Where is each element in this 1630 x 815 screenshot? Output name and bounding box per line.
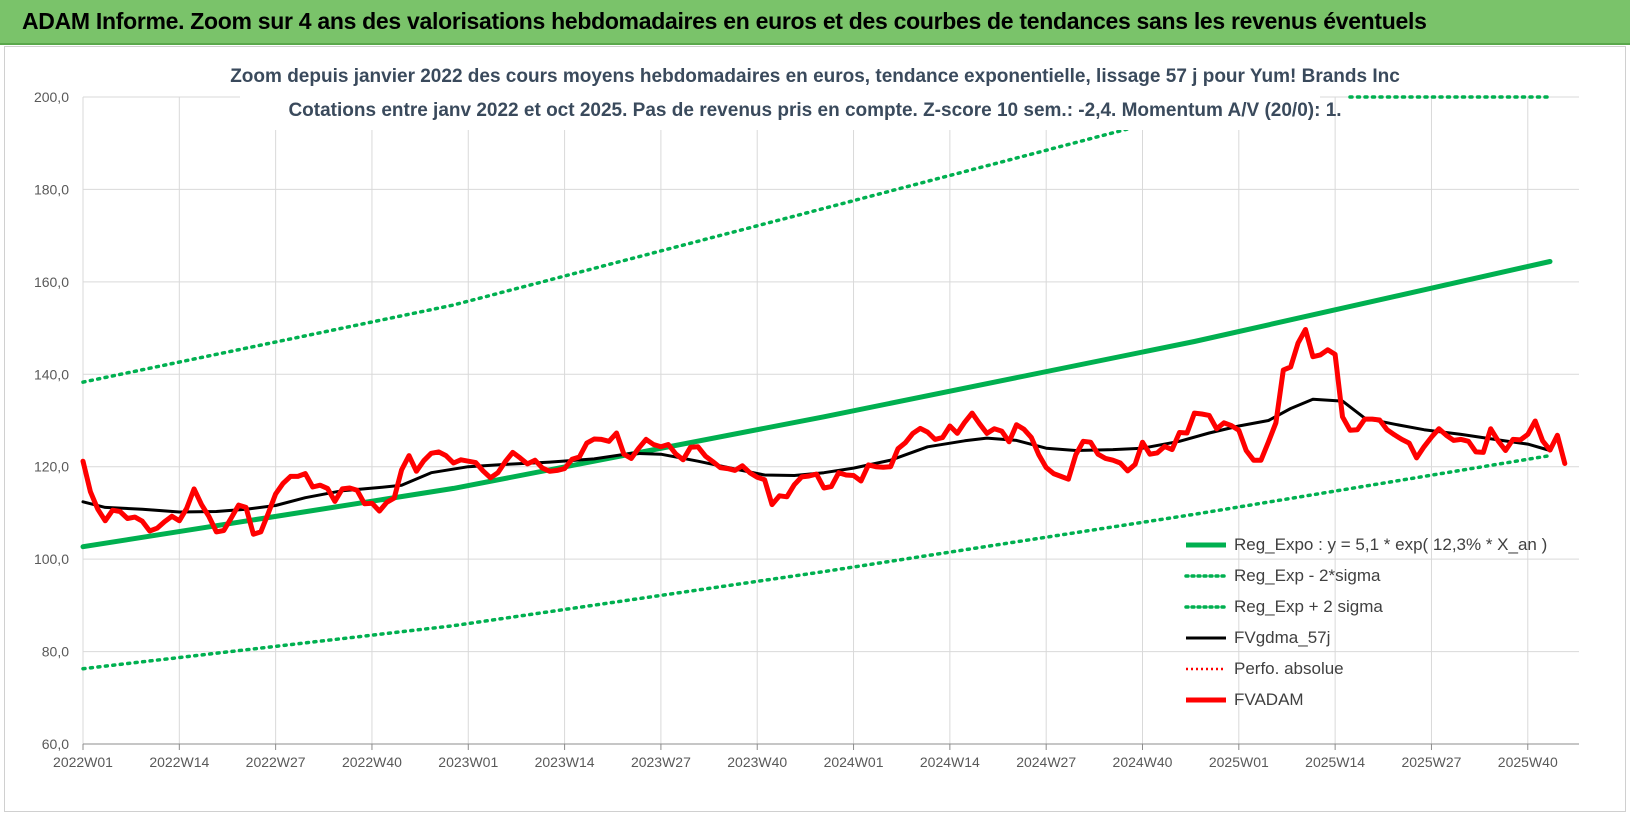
series-fvadam: [80, 327, 1568, 537]
legend-label: Reg_Expo : y = 5,1 * exp( 12,3% * X_an ): [1234, 535, 1548, 554]
legend-swatch-dotted-green: [1184, 574, 1228, 578]
series-reg-expo: [80, 259, 1553, 550]
banner-title: ADAM Informe. Zoom sur 4 ans des valoris…: [22, 8, 1427, 34]
series-line: [81, 453, 1552, 671]
x-tick-label: 2024W14: [920, 754, 980, 770]
legend-item-reg-exp-minus: Reg_Exp - 2*sigma: [1184, 566, 1564, 597]
x-tick-label: 2022W01: [53, 754, 113, 770]
y-tick-label: 100,0: [34, 551, 69, 567]
x-tick-label: 2025W14: [1305, 754, 1365, 770]
y-tick-label: 200,0: [34, 89, 69, 105]
y-tick-label: 120,0: [34, 459, 69, 475]
legend-swatch-solid-thick-red: [1186, 697, 1226, 703]
series-line: [80, 259, 1553, 550]
x-tick-label: 2023W40: [727, 754, 787, 770]
legend-swatch-dotted-green: [1184, 605, 1228, 609]
series-line: [81, 125, 1137, 384]
legend-item-reg-exp-plus: Reg_Exp + 2 sigma: [1184, 597, 1564, 628]
legend-item-fvgdma: FVgdma_57j: [1184, 628, 1564, 659]
x-tick-label: 2024W01: [824, 754, 884, 770]
y-axis: 60,0 80,0 100,0 120,0 140,0 160,0 180,0 200,0: [34, 89, 69, 752]
legend-label: Reg_Exp - 2*sigma: [1234, 566, 1381, 585]
x-tick-label: 2022W14: [149, 754, 209, 770]
legend-label: Perfo. absolue: [1234, 659, 1344, 678]
legend-item-fvadam: FVADAM: [1184, 690, 1564, 721]
y-tick-label: 140,0: [34, 366, 69, 382]
x-tick-label: 2025W27: [1401, 754, 1461, 770]
x-tick-label: 2023W01: [438, 754, 498, 770]
x-tick-label: 2024W27: [1016, 754, 1076, 770]
y-tick-label: 160,0: [34, 274, 69, 290]
title-banner: ADAM Informe. Zoom sur 4 ans des valoris…: [0, 0, 1630, 45]
legend-label: FVADAM: [1234, 690, 1304, 709]
series-reg-exp: [81, 453, 1552, 671]
legend-label: Reg_Exp + 2 sigma: [1234, 597, 1383, 616]
title-backdrop: [240, 62, 1320, 130]
legend-swatch-solid-thick-green: [1186, 542, 1226, 548]
chart-subtitle: Cotations entre janv 2022 et oct 2025. P…: [288, 100, 1342, 121]
legend-item-reg-expo: Reg_Expo : y = 5,1 * exp( 12,3% * X_an ): [1184, 535, 1564, 566]
series-layer: [80, 62, 1568, 671]
legend-label: FVgdma_57j: [1234, 628, 1331, 647]
y-tick-label: 60,0: [42, 736, 69, 752]
chart-title: Zoom depuis janvier 2022 des cours moyen…: [230, 66, 1400, 87]
x-tick-label: 2023W27: [631, 754, 691, 770]
x-tick-label: 2025W40: [1498, 754, 1558, 770]
x-tick-label: 2024W40: [1113, 754, 1173, 770]
legend-item-perfo: Perfo. absolue: [1184, 659, 1564, 690]
y-tick-label: 80,0: [42, 644, 69, 660]
series-reg-exp: [81, 95, 1552, 384]
chart-legend: Reg_Expo : y = 5,1 * exp( 12,3% * X_an )…: [1184, 535, 1564, 721]
x-tick-label: 2022W27: [246, 754, 306, 770]
x-tick-label: 2022W40: [342, 754, 402, 770]
y-tick-label: 180,0: [34, 181, 69, 197]
legend-swatch-solid-black: [1186, 636, 1226, 640]
series-line: [80, 327, 1568, 537]
legend-swatch-dotted-red: [1186, 667, 1226, 671]
x-tick-label: 2023W14: [535, 754, 595, 770]
x-axis: 2022W01 2022W14 2022W27 2022W40 2023W01 2023W…: [53, 743, 1579, 770]
x-tick-label: 2025W01: [1209, 754, 1269, 770]
